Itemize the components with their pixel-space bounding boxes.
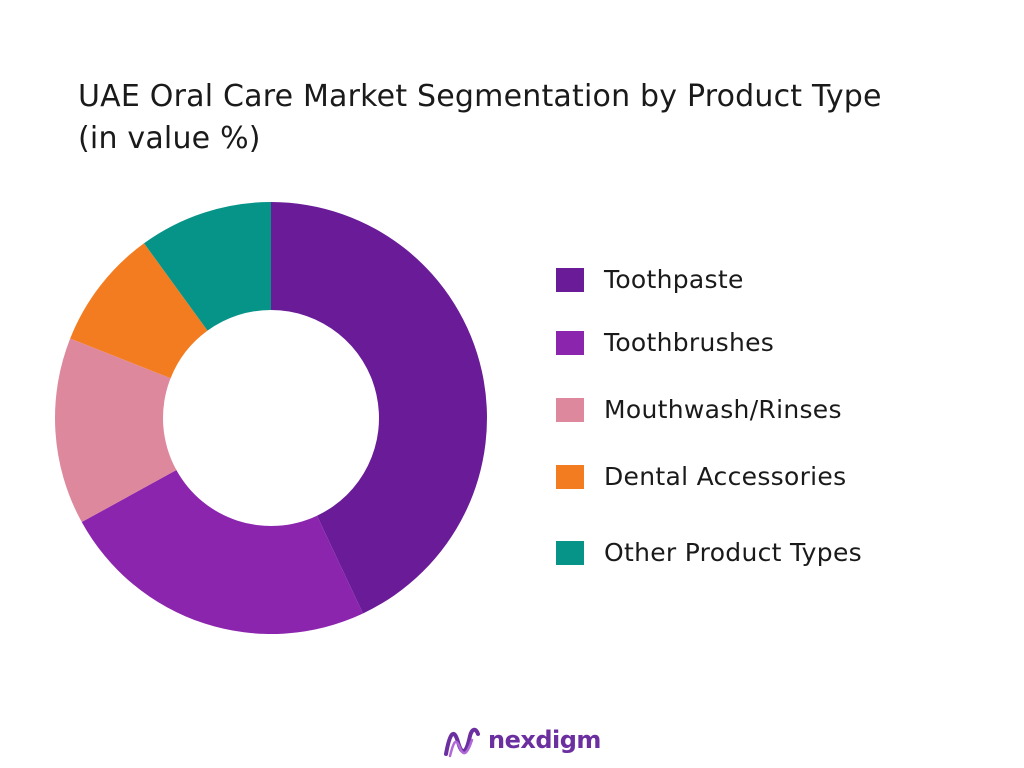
legend-label: Other Product Types <box>604 538 862 567</box>
legend-item-dental-accessories: Dental Accessories <box>556 457 976 497</box>
legend-swatch <box>556 268 584 292</box>
legend-swatch <box>556 541 584 565</box>
legend-item-toothpaste: Toothpaste <box>556 260 976 300</box>
legend-item-toothbrushes: Toothbrushes <box>556 323 976 363</box>
legend-swatch <box>556 398 584 422</box>
legend-item-mouthwash: Mouthwash/Rinses <box>556 390 976 430</box>
donut-slice-mouthwash-rinses <box>55 338 177 523</box>
donut-slice-toothbrushes <box>81 470 363 634</box>
legend-label: Dental Accessories <box>604 462 847 491</box>
legend-swatch <box>556 331 584 355</box>
chart-title: UAE Oral Care Market Segmentation by Pro… <box>78 76 978 160</box>
donut-chart <box>55 202 487 634</box>
donut-slice-toothpaste <box>271 202 487 614</box>
chart-title-line-2: (in value %) <box>78 121 261 156</box>
donut-slice-other-product-types <box>144 202 271 331</box>
legend-label: Toothpaste <box>604 265 744 294</box>
brand-name: nexdigm <box>488 726 601 754</box>
chart-title-line-1: UAE Oral Care Market Segmentation by Pro… <box>78 79 882 114</box>
legend-label: Toothbrushes <box>604 328 775 357</box>
legend-item-other-product-types: Other Product Types <box>556 533 976 573</box>
legend-swatch <box>556 465 584 489</box>
legend-label: Mouthwash/Rinses <box>604 395 842 424</box>
donut-slice-dental-accessories <box>70 243 208 379</box>
nexdigm-logo-icon <box>444 727 480 758</box>
